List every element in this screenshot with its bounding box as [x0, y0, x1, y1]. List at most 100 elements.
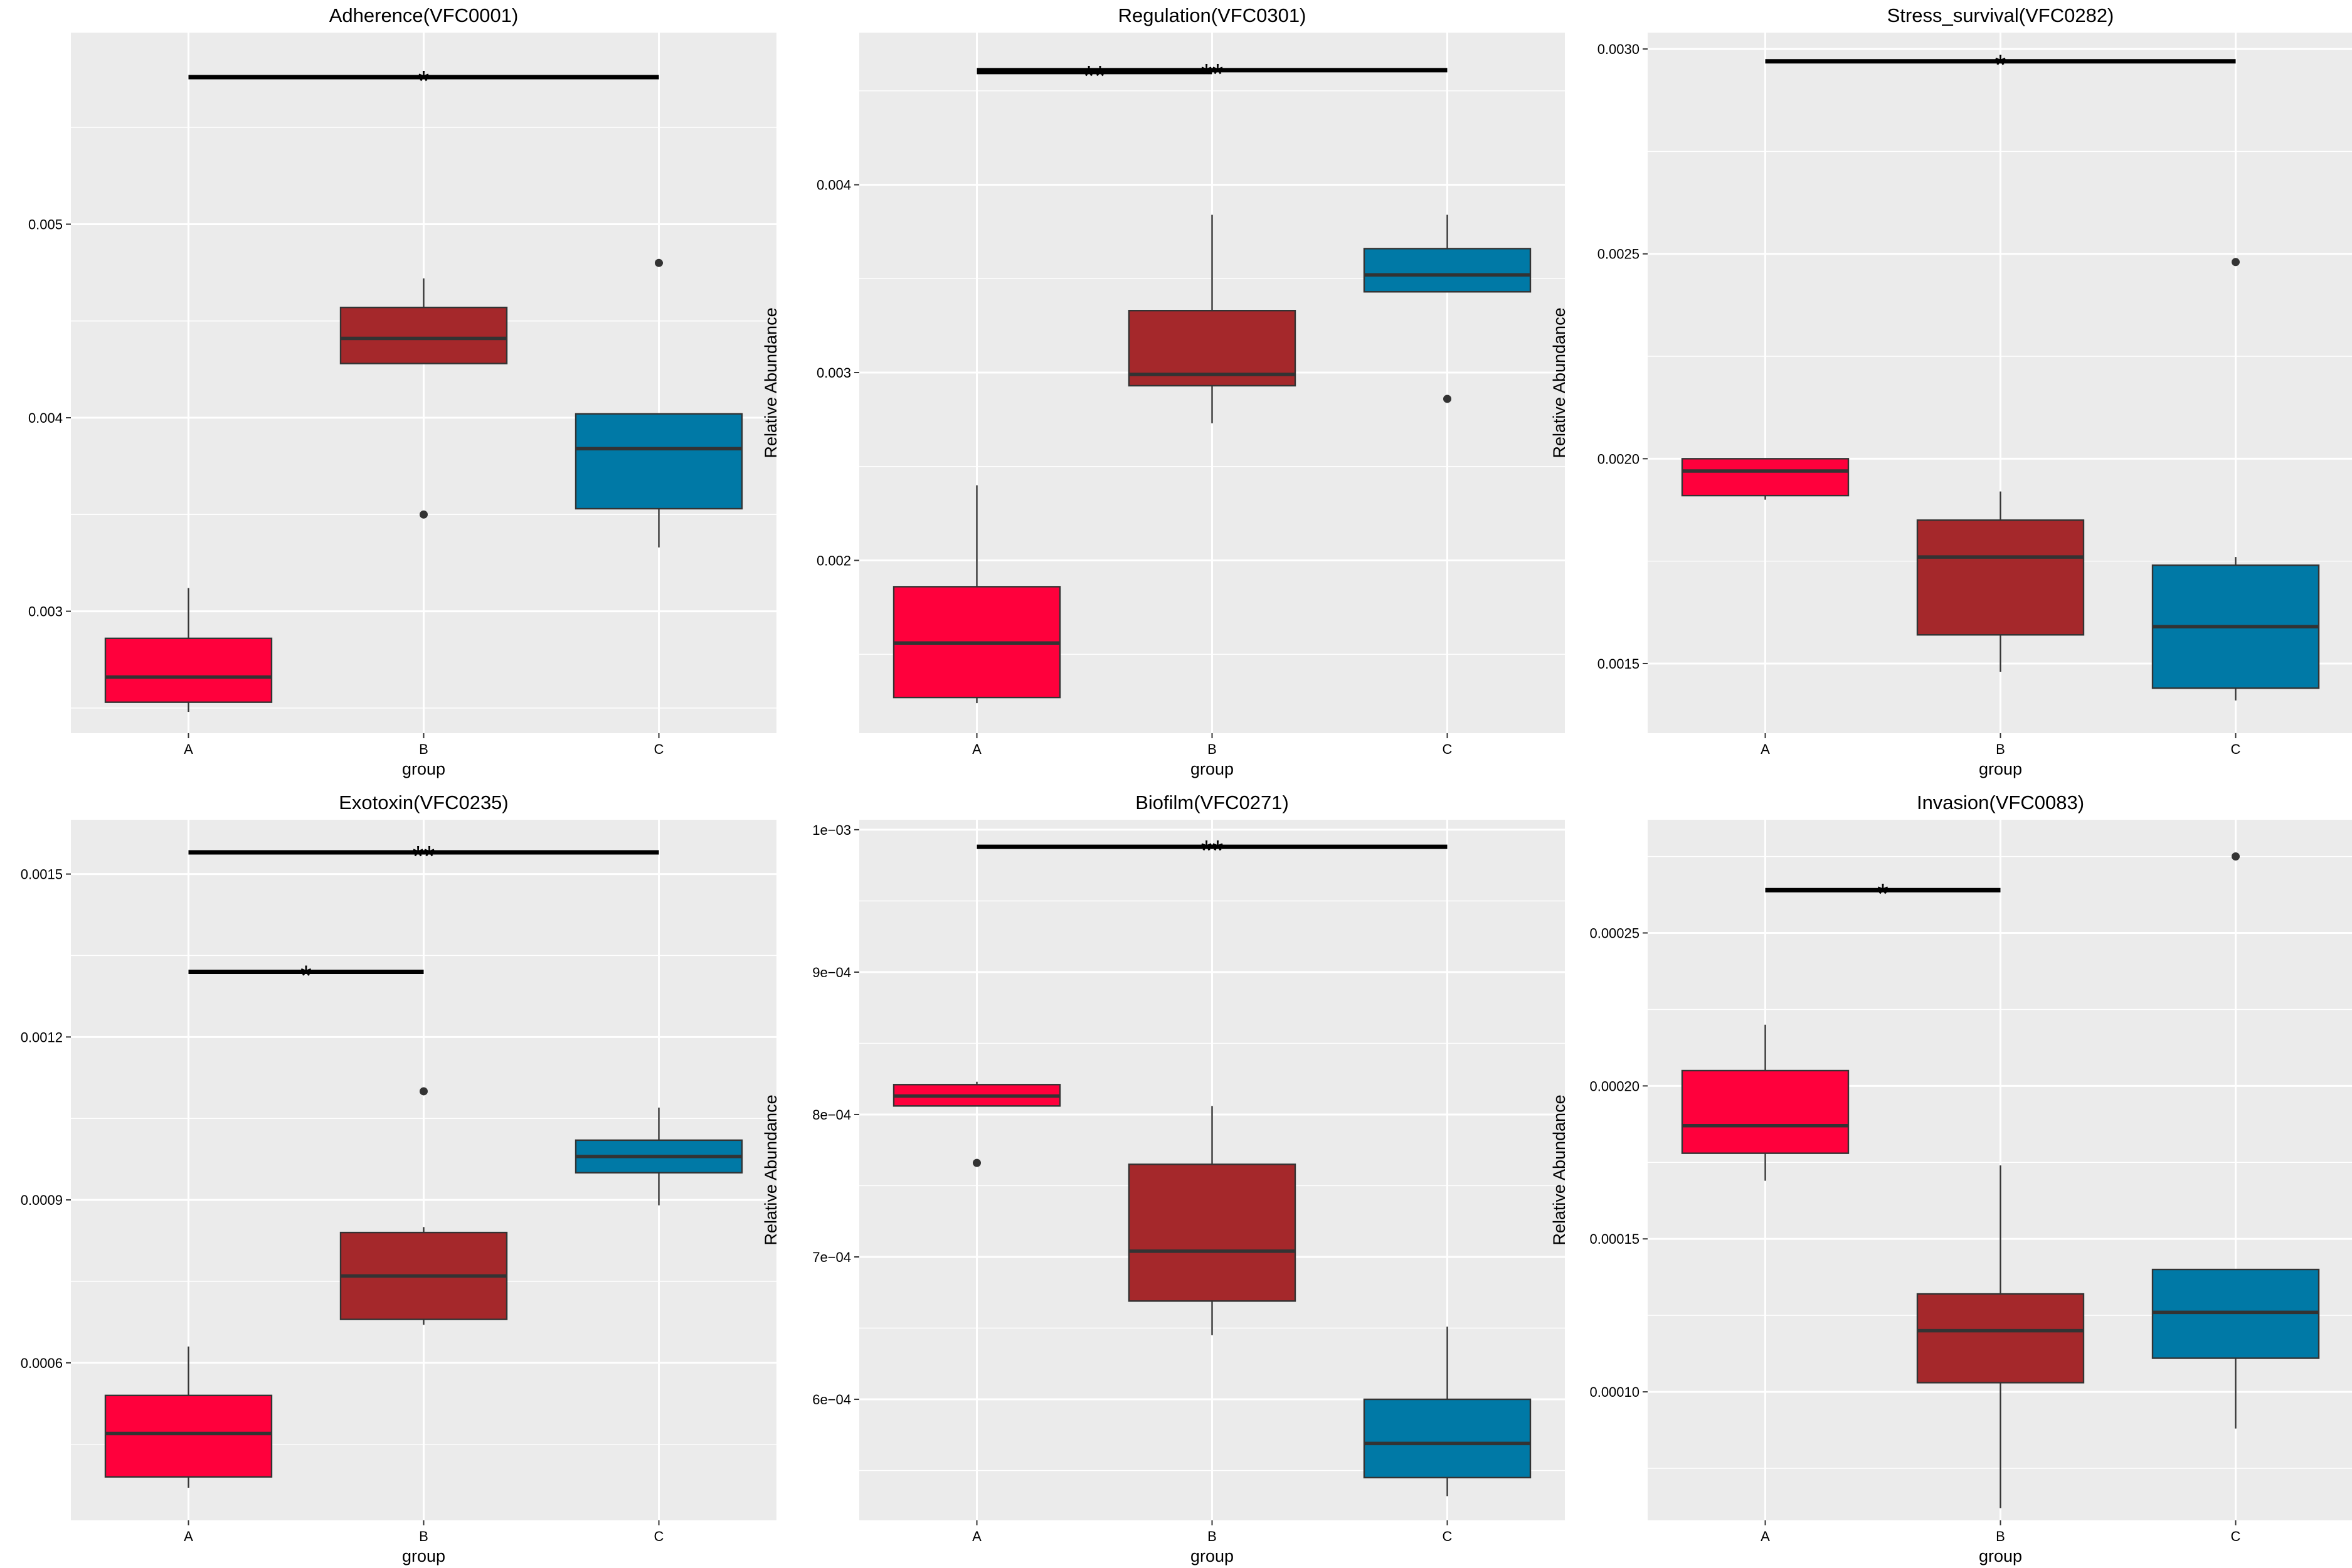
chart-panel: Stress_survival(VFC0282) 0.0015 0.0020 0.00… — [1550, 4, 2352, 778]
box-body — [1916, 519, 2085, 636]
y-axis-label: Relative Abundance — [761, 307, 780, 458]
outlier-point — [655, 258, 663, 267]
x-axis-label: group — [402, 1547, 445, 1565]
x-tick-label: C — [1443, 741, 1453, 757]
y-tick-label: 0.00025 — [1589, 925, 1640, 941]
x-tick-label: C — [654, 741, 664, 757]
box-C — [575, 1107, 743, 1205]
x-tick-label: B — [419, 741, 428, 757]
x-axis-label: group — [1190, 760, 1234, 778]
y-tick-label: 0.00015 — [1589, 1231, 1640, 1247]
box-body — [104, 637, 273, 703]
y-axis-label: Relative Abundance — [761, 1094, 780, 1245]
box-body — [1363, 248, 1532, 293]
outlier-point — [2232, 852, 2240, 861]
x-tick-label: B — [1996, 1528, 2005, 1544]
y-tick-label: 0.00010 — [1589, 1384, 1640, 1400]
x-tick-label: A — [184, 741, 193, 757]
box-B — [1916, 1165, 2085, 1508]
y-tick-label: 0.0012 — [21, 1029, 63, 1045]
y-tick-label: 0.00020 — [1589, 1078, 1640, 1094]
significance-label: ** — [413, 840, 435, 872]
y-tick-label: 0.003 — [28, 604, 63, 620]
x-tick-label: A — [1761, 741, 1770, 757]
box-A — [893, 485, 1061, 704]
box-B — [339, 278, 508, 519]
y-tick-label: 0.002 — [817, 553, 851, 568]
y-tick-label: 9e−04 — [812, 965, 851, 980]
chart-title: Biofilm(VFC0271) — [1135, 792, 1289, 813]
box-body — [1681, 458, 1850, 497]
box-body — [1916, 1293, 2085, 1384]
y-tick-label: 0.0015 — [21, 867, 63, 882]
box-A — [893, 1081, 1061, 1167]
x-tick-label: A — [972, 1528, 982, 1544]
box-A — [1681, 1024, 1850, 1181]
box-body — [104, 1394, 273, 1478]
box-C — [2151, 258, 2320, 701]
outlier-point — [2232, 258, 2240, 267]
significance-label: ** — [1201, 834, 1224, 867]
x-tick-label: B — [1207, 741, 1217, 757]
significance-label: ** — [1201, 58, 1224, 90]
y-tick-label: 0.004 — [28, 410, 63, 426]
outlier-point — [1443, 395, 1451, 403]
box-C — [2151, 852, 2320, 1429]
x-tick-label: B — [1996, 741, 2005, 757]
y-tick-label: 0.0020 — [1597, 451, 1640, 467]
x-tick-label: A — [1761, 1528, 1770, 1544]
x-tick-label: B — [1207, 1528, 1217, 1544]
y-axis-label: Relative Abundance — [1550, 307, 1569, 458]
x-tick-label: C — [654, 1528, 664, 1544]
chart-title: Invasion(VFC0083) — [1917, 792, 2084, 813]
chart-title: Adherence(VFC0001) — [329, 4, 519, 26]
chart-title: Regulation(VFC0301) — [1118, 4, 1306, 26]
chart-panel: Invasion(VFC0083) 0.00010 0.00015 0.00020 0.… — [1550, 792, 2352, 1565]
significance-label: * — [418, 65, 430, 97]
y-tick-label: 0.0015 — [1597, 656, 1640, 672]
box-A — [1681, 458, 1850, 500]
box-B — [1128, 1106, 1296, 1335]
x-tick-label: C — [2231, 1528, 2241, 1544]
outlier-point — [420, 510, 428, 519]
outlier-point — [973, 1158, 981, 1167]
x-axis-label: group — [402, 760, 445, 778]
box-C — [575, 258, 743, 548]
box-A — [104, 1346, 273, 1488]
box-body — [575, 413, 743, 510]
y-tick-label: 0.0006 — [21, 1355, 63, 1371]
significance-label: * — [1877, 877, 1888, 910]
box-B — [339, 1087, 508, 1325]
box-B — [1916, 491, 2085, 672]
box-body — [1363, 1398, 1532, 1479]
box-C — [1363, 215, 1532, 403]
box-B — [1128, 215, 1296, 423]
y-tick-label: 6e−04 — [812, 1392, 851, 1407]
chart-panel: Exotoxin(VFC0235) 0.0006 0.0009 0.0012 0.001… — [21, 792, 776, 1565]
significance-label: * — [300, 959, 312, 992]
y-tick-label: 0.0025 — [1597, 246, 1640, 262]
box-C — [1363, 1327, 1532, 1496]
x-axis-label: group — [1190, 1547, 1234, 1565]
x-axis-label: group — [1979, 1547, 2022, 1565]
y-tick-label: 1e−03 — [812, 822, 851, 838]
chart-panel: Biofilm(VFC0271) 6e−04 7e−04 8e−04 9e−04 1e−0… — [761, 792, 1565, 1565]
x-axis-label: group — [1979, 760, 2022, 778]
x-tick-label: C — [2231, 741, 2241, 757]
y-tick-label: 0.004 — [817, 177, 851, 193]
box-body — [1128, 1163, 1296, 1302]
y-axis-label: Relative Abundance — [1550, 1094, 1569, 1245]
chart-title: Exotoxin(VFC0235) — [339, 792, 509, 813]
box-body — [1681, 1069, 1850, 1154]
y-tick-label: 0.0009 — [21, 1192, 63, 1208]
significance-label: * — [1995, 49, 2006, 82]
x-tick-label: A — [184, 1528, 193, 1544]
box-A — [104, 588, 273, 712]
y-tick-label: 7e−04 — [812, 1249, 851, 1265]
y-tick-label: 0.003 — [817, 365, 851, 381]
chart-panel: Adherence(VFC0001) 0.003 0.004 0.005 A B Cgrou… — [28, 4, 776, 778]
significance-label: ** — [1083, 60, 1106, 92]
y-tick-label: 0.0030 — [1597, 41, 1640, 57]
x-tick-label: A — [972, 741, 982, 757]
